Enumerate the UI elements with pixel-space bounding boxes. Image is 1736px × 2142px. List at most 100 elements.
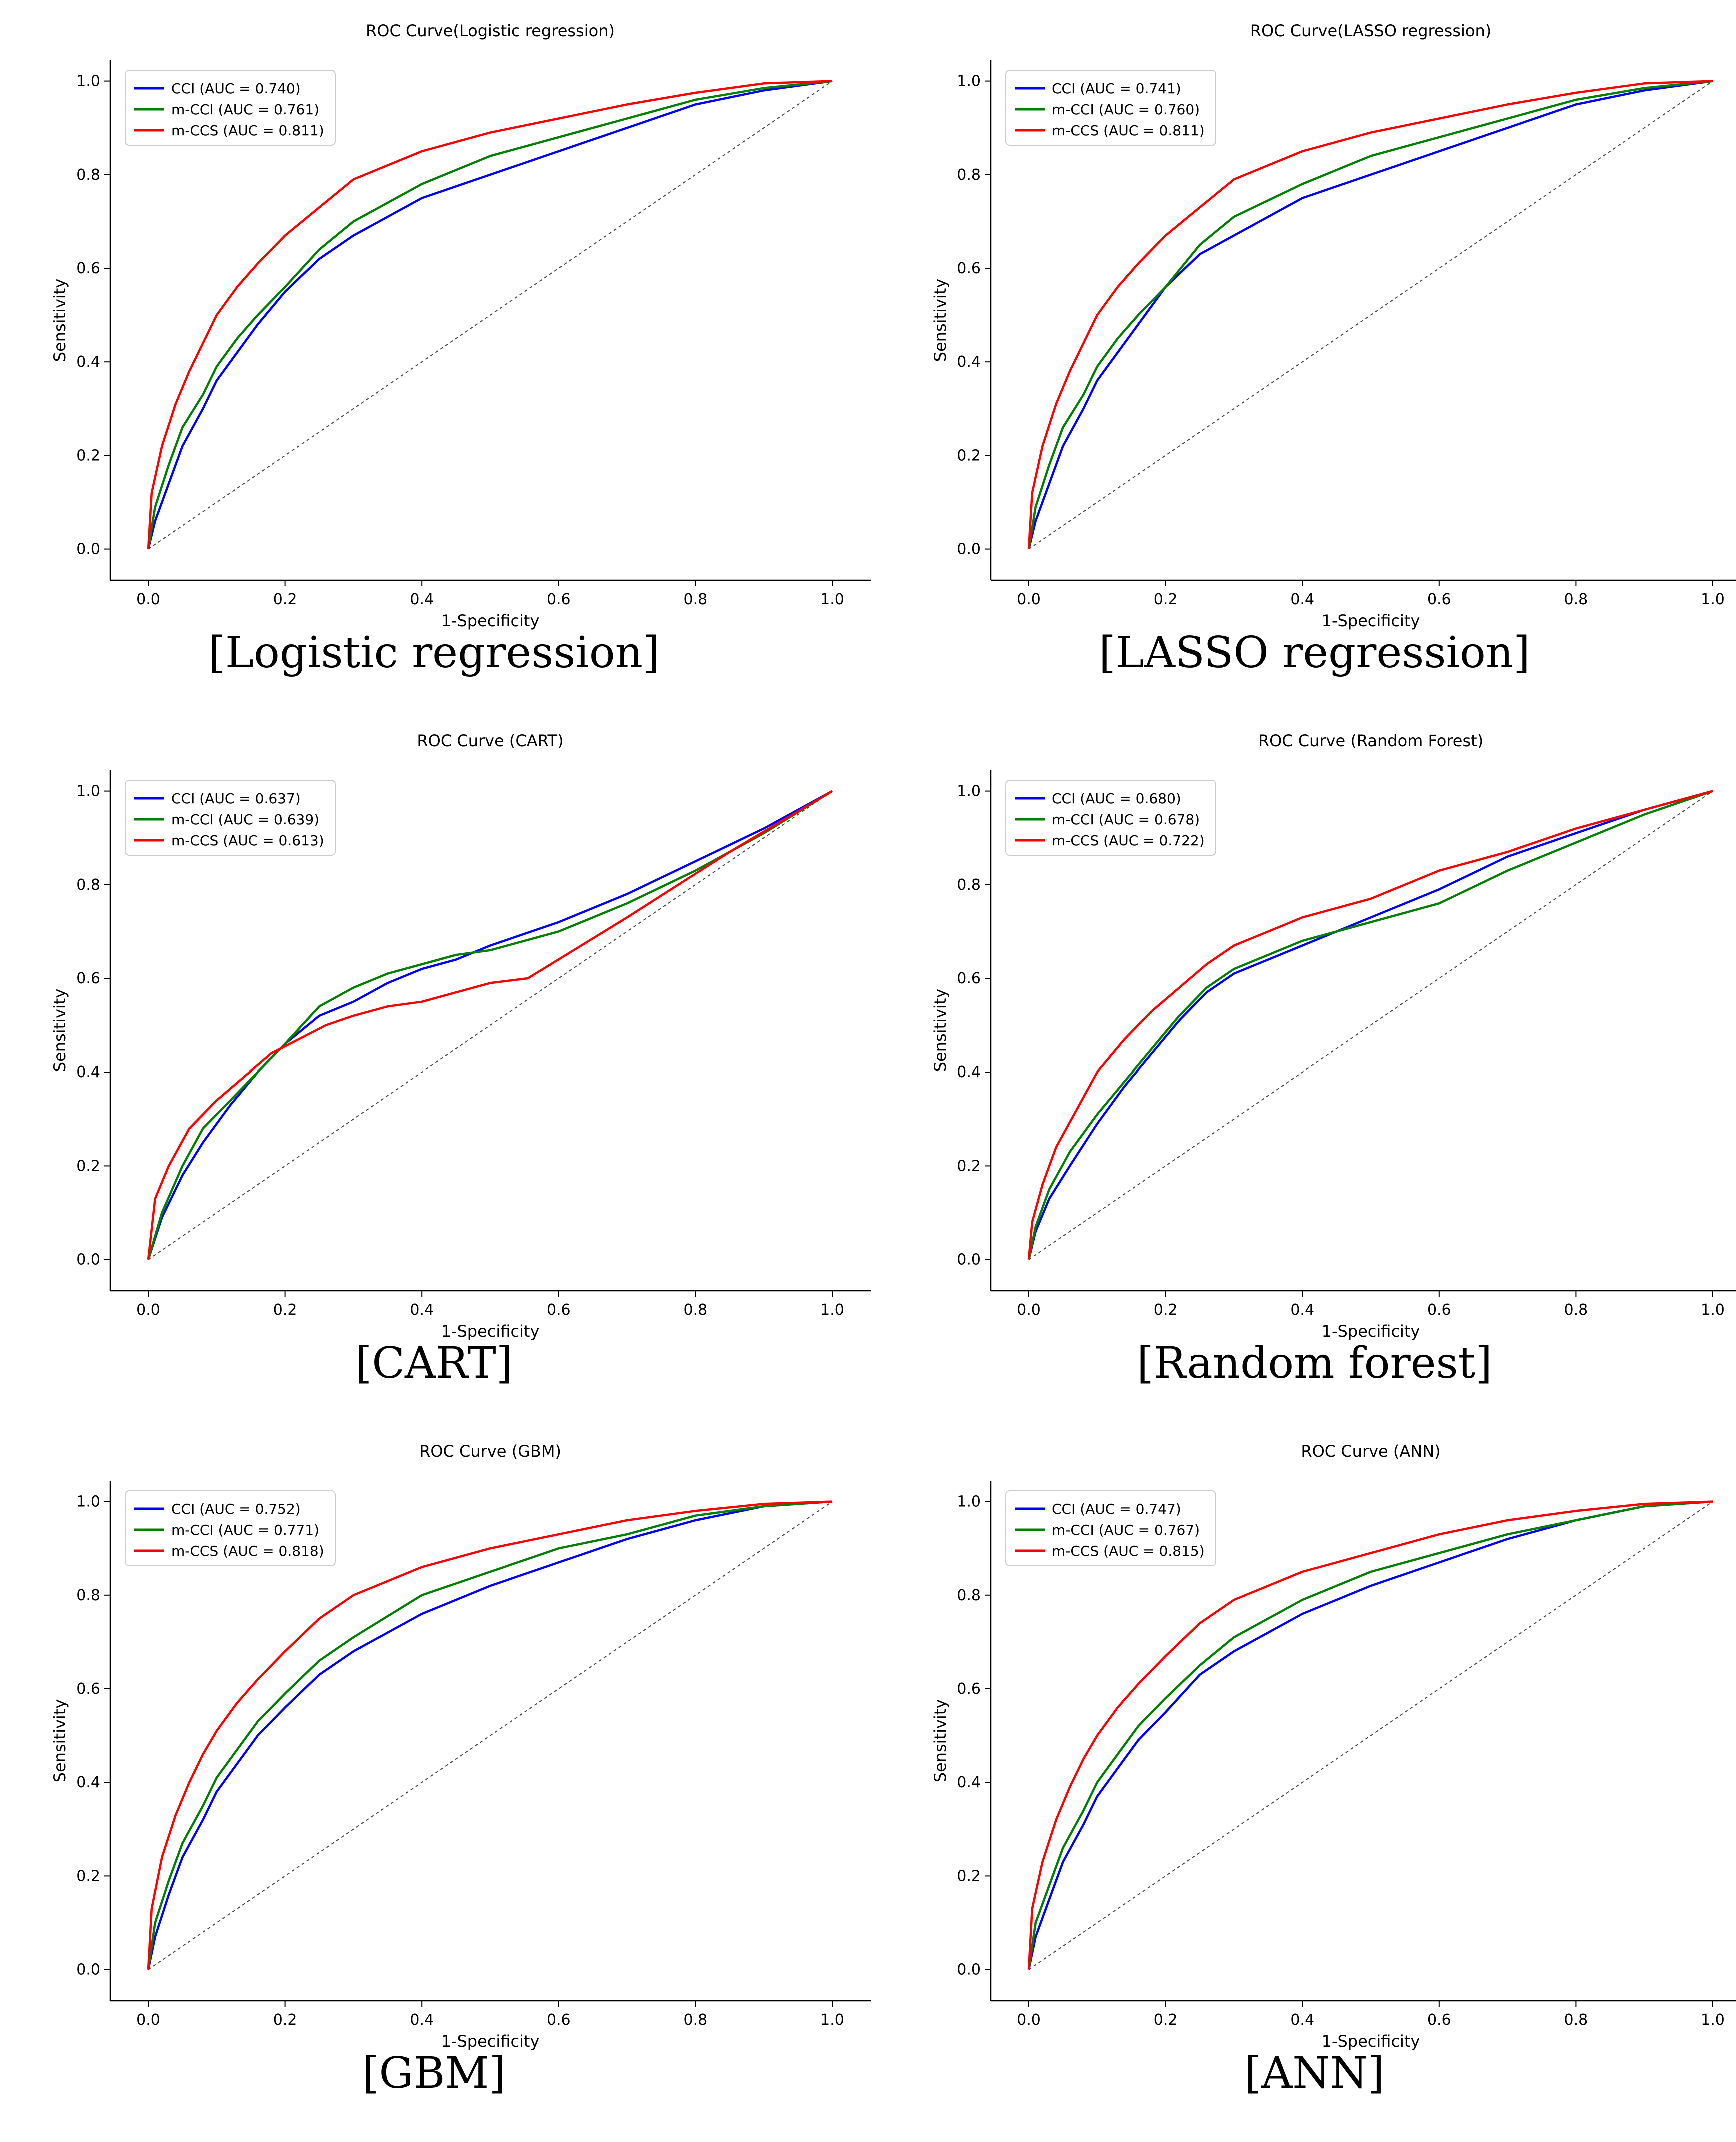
- x-tick-label: 0.6: [1427, 591, 1451, 608]
- y-axis-label: Sensitivity: [50, 989, 69, 1073]
- y-tick-label: 0.8: [957, 166, 981, 184]
- diagonal-reference-line: [148, 80, 833, 550]
- roc-panel-5: ROC Curve (GBM) 0.0 0.2 0.4 0.6 0.8 1.0 0.0 0.2 0…: [50, 1442, 871, 2051]
- x-tick-label: 0.4: [410, 1301, 434, 1319]
- y-tick-label: 0.8: [957, 1587, 981, 1604]
- y-tick-label: 0.2: [76, 1157, 100, 1175]
- legend-label: m-CCI (AUC = 0.760): [1052, 101, 1200, 118]
- roc-panel-2: ROC Curve(LASSO regression) 0.0 0.2 0.4 0.6 0…: [931, 21, 1736, 630]
- y-tick-label: 0.0: [957, 1251, 981, 1269]
- x-axis-label: 1-Specificity: [441, 611, 540, 630]
- y-tick-label: 0.6: [76, 260, 100, 277]
- x-tick-label: 0.2: [1154, 591, 1178, 608]
- diagonal-reference-line: [1028, 790, 1713, 1260]
- series-line-m-ccs: [147, 1500, 833, 1970]
- y-tick-label: 0.0: [76, 541, 100, 558]
- y-tick-label: 0.4: [957, 1774, 981, 1791]
- y-tick-label: 0.4: [76, 1063, 100, 1081]
- panel-caption: [LASSO regression]: [1099, 628, 1530, 678]
- x-tick-label: 0.0: [1017, 2011, 1041, 2029]
- x-axis-label: 1-Specificity: [1322, 1322, 1420, 1341]
- y-axis-label: Sensitivity: [50, 1699, 69, 1783]
- y-tick-label: 0.2: [76, 447, 100, 464]
- legend-label: m-CCI (AUC = 0.639): [171, 811, 319, 828]
- y-tick-label: 0.6: [957, 1680, 981, 1698]
- series-line-m-cci: [147, 1500, 833, 1970]
- legend-box: [125, 780, 336, 856]
- y-axis-label: Sensitivity: [931, 1699, 950, 1783]
- y-tick-label: 1.0: [76, 1493, 100, 1511]
- chart-title: ROC Curve (Random Forest): [1258, 731, 1483, 750]
- y-tick-label: 0.6: [76, 1680, 100, 1698]
- series-line-m-cci: [1027, 790, 1713, 1260]
- x-tick-label: 0.4: [1290, 2011, 1314, 2029]
- x-tick-label: 0.8: [684, 2011, 708, 2029]
- panel-caption: [GBM]: [362, 2048, 506, 2098]
- x-tick-label: 0.2: [1154, 1301, 1178, 1319]
- x-tick-label: 0.2: [273, 2011, 297, 2029]
- y-tick-label: 0.6: [76, 970, 100, 987]
- legend-box: [125, 70, 336, 146]
- legend-label: m-CCI (AUC = 0.678): [1052, 811, 1200, 828]
- y-tick-label: 0.4: [957, 353, 981, 371]
- y-tick-label: 1.0: [957, 783, 981, 800]
- roc-panel-3: ROC Curve (CART) 0.0 0.2 0.4 0.6 0.8 1.0 0.0 0.2…: [50, 731, 871, 1341]
- chart-title: ROC Curve (CART): [417, 731, 563, 750]
- x-tick-label: 0.6: [1427, 2011, 1451, 2029]
- legend-label: m-CCS (AUC = 0.722): [1052, 832, 1205, 849]
- x-tick-label: 0.0: [1017, 591, 1041, 608]
- y-tick-label: 0.8: [76, 166, 100, 184]
- series-line-m-ccs: [147, 790, 833, 1260]
- series-line-m-ccs: [1027, 1500, 1713, 1970]
- legend-label: m-CCI (AUC = 0.771): [171, 1522, 319, 1538]
- y-tick-label: 0.8: [957, 876, 981, 894]
- x-tick-label: 0.4: [1290, 1301, 1314, 1319]
- x-tick-label: 0.8: [1564, 591, 1588, 608]
- y-tick-label: 0.2: [957, 1157, 981, 1175]
- x-tick-label: 0.0: [136, 1301, 160, 1319]
- series-line-cci: [147, 80, 833, 550]
- panel-caption: [ANN]: [1244, 2048, 1385, 2098]
- x-axis-label: 1-Specificity: [441, 1322, 540, 1341]
- series-line-m-ccs: [1027, 80, 1713, 549]
- x-tick-label: 0.2: [1154, 2011, 1178, 2029]
- series-line-m-ccs: [147, 80, 833, 549]
- legend-label: m-CCS (AUC = 0.811): [171, 122, 324, 139]
- diagonal-reference-line: [148, 1501, 833, 1970]
- legend-box: [1005, 1490, 1216, 1566]
- x-tick-label: 0.2: [273, 1301, 297, 1319]
- y-tick-label: 0.2: [76, 1867, 100, 1885]
- y-tick-label: 0.0: [957, 1961, 981, 1979]
- diagonal-reference-line: [1028, 80, 1713, 550]
- y-tick-label: 0.0: [76, 1961, 100, 1979]
- panel-caption: [Logistic regression]: [208, 628, 660, 678]
- legend-box: [1005, 70, 1216, 146]
- y-tick-label: 0.4: [76, 353, 100, 371]
- y-tick-label: 1.0: [957, 1493, 981, 1511]
- roc-panel-6: ROC Curve (ANN) 0.0 0.2 0.4 0.6 0.8 1.0 0.0 0.2 0…: [931, 1442, 1736, 2051]
- legend-label: CCI (AUC = 0.740): [171, 80, 301, 97]
- series-line-m-cci: [1027, 1500, 1713, 1970]
- y-tick-label: 0.2: [957, 447, 981, 464]
- legend-box: [125, 1490, 336, 1566]
- legend-label: m-CCS (AUC = 0.811): [1052, 122, 1205, 139]
- legend-label: CCI (AUC = 0.752): [171, 1501, 301, 1517]
- series-line-cci: [147, 1500, 833, 1970]
- series-line-cci: [1027, 1500, 1713, 1970]
- diagonal-reference-line: [1028, 1501, 1713, 1970]
- y-tick-label: 0.0: [957, 541, 981, 558]
- y-tick-label: 0.6: [957, 260, 981, 277]
- x-axis-label: 1-Specificity: [1322, 2032, 1420, 2051]
- series-line-m-cci: [1027, 80, 1713, 549]
- x-tick-label: 0.6: [547, 1301, 571, 1319]
- series-line-m-cci: [147, 790, 833, 1260]
- x-axis-label: 1-Specificity: [441, 2032, 540, 2051]
- series-line-cci: [1027, 790, 1713, 1260]
- y-tick-label: 0.0: [76, 1251, 100, 1269]
- chart-title: ROC Curve (GBM): [419, 1442, 561, 1461]
- legend-label: m-CCS (AUC = 0.815): [1052, 1543, 1205, 1559]
- series-line-cci: [147, 790, 833, 1260]
- panel-caption: [CART]: [355, 1338, 513, 1388]
- x-tick-label: 1.0: [1701, 1301, 1725, 1319]
